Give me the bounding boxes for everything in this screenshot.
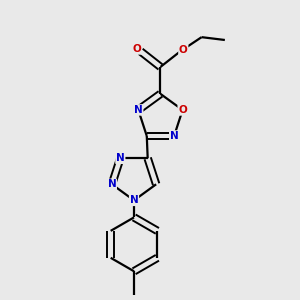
Text: N: N xyxy=(107,179,116,189)
Text: N: N xyxy=(170,131,178,141)
Text: N: N xyxy=(130,195,138,206)
Text: O: O xyxy=(133,44,141,54)
Text: N: N xyxy=(116,153,125,163)
Text: O: O xyxy=(179,44,188,55)
Text: N: N xyxy=(134,105,143,115)
Text: O: O xyxy=(178,105,187,115)
